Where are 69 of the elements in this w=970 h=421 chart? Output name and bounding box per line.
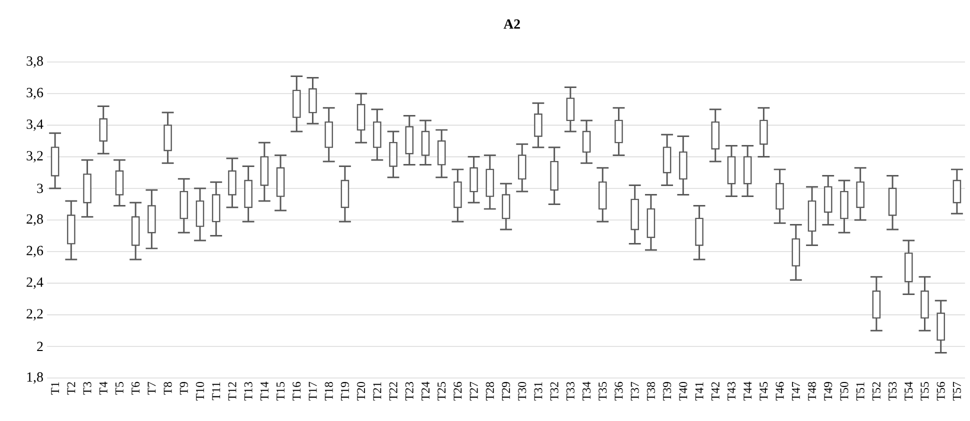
x-tick-label: T38 xyxy=(646,382,655,401)
x-tick-label: T12 xyxy=(228,382,236,401)
x-tick-label: T27 xyxy=(470,382,478,401)
x-tick-label: T34 xyxy=(582,382,591,401)
x-tick-label: T51 xyxy=(856,382,864,401)
y-tick-label: 1,8 xyxy=(27,372,43,384)
y-tick-label: 3,6 xyxy=(26,88,44,100)
x-tick-label: T30 xyxy=(518,382,526,401)
y-tick-label: 2 xyxy=(37,342,43,352)
x-tick-label: T31 xyxy=(534,382,542,401)
x-tick-label: T28 xyxy=(486,382,494,401)
y-tick-label: 3,2 xyxy=(26,151,43,162)
x-tick-label: T15 xyxy=(276,382,285,401)
x-tick-label: T2 xyxy=(67,382,76,395)
x-tick-label: T17 xyxy=(308,382,317,401)
x-tick-label: T40 xyxy=(679,382,688,401)
x-tick-label: T55 xyxy=(920,382,929,401)
x-tick-label: T42 xyxy=(711,382,720,401)
x-tick-label: T19 xyxy=(340,382,349,401)
x-tick-label: T36 xyxy=(614,382,623,401)
y-tick-label: 3 xyxy=(37,184,43,194)
x-tick-label: T6 xyxy=(132,382,140,395)
x-tick-label: T4 xyxy=(99,382,108,395)
x-tick-label: T22 xyxy=(389,382,398,401)
x-tick-label: T23 xyxy=(405,382,414,401)
x-tick-label: T57 xyxy=(952,382,961,401)
chart-title: A2 xyxy=(504,19,520,29)
x-tick-label: T9 xyxy=(180,382,188,395)
y-tick-label: 3,8 xyxy=(26,56,43,68)
x-tick-label: T39 xyxy=(663,382,672,401)
x-tick-label: T24 xyxy=(422,382,430,401)
x-tick-label: T1 xyxy=(51,382,59,395)
x-tick-label: T32 xyxy=(550,382,558,401)
y-tick-label: 2,6 xyxy=(26,246,44,258)
x-tick-label: T47 xyxy=(792,382,800,401)
x-tick-label: T3 xyxy=(83,382,92,395)
x-tick-label: T5 xyxy=(116,382,124,395)
x-tick-label: T35 xyxy=(598,382,607,401)
x-tick-label: T14 xyxy=(260,382,268,401)
x-tick-label: T13 xyxy=(244,382,252,401)
x-tick-label: T18 xyxy=(324,382,333,401)
x-tick-label: T53 xyxy=(888,382,897,401)
x-tick-label: T48 xyxy=(808,382,816,401)
x-tick-label: T50 xyxy=(840,382,848,401)
x-tick-label: T56 xyxy=(936,382,945,401)
x-tick-label: T21 xyxy=(373,382,382,401)
x-tick-label: T25 xyxy=(438,382,446,401)
y-tick-label: 2,8 xyxy=(26,214,43,226)
x-tick-label: T16 xyxy=(292,382,301,401)
x-tick-label: T29 xyxy=(502,382,510,401)
x-tick-label: T20 xyxy=(357,382,366,401)
x-tick-label: T49 xyxy=(824,382,832,401)
x-tick-label: T26 xyxy=(454,382,462,401)
x-tick-label: T52 xyxy=(872,382,880,401)
x-tick-label: T33 xyxy=(566,382,574,401)
x-tick-label: T7 xyxy=(148,382,156,395)
y-tick-label: 2,2 xyxy=(26,309,43,320)
y-tick-label: 3,4 xyxy=(26,120,44,131)
x-tick-label: T11 xyxy=(212,382,220,400)
y-tick-label: 2,4 xyxy=(26,278,44,289)
x-tick-label: T43 xyxy=(727,382,736,401)
x-tick-label: T45 xyxy=(760,382,768,401)
x-tick-label: T10 xyxy=(196,382,204,401)
x-tick-label: T46 xyxy=(776,382,784,401)
x-tick-label: T8 xyxy=(164,382,172,395)
x-tick-label: T37 xyxy=(630,382,639,401)
x-tick-label: T41 xyxy=(695,382,704,401)
x-tick-label: T54 xyxy=(904,382,913,401)
x-tick-label: T44 xyxy=(744,382,752,401)
